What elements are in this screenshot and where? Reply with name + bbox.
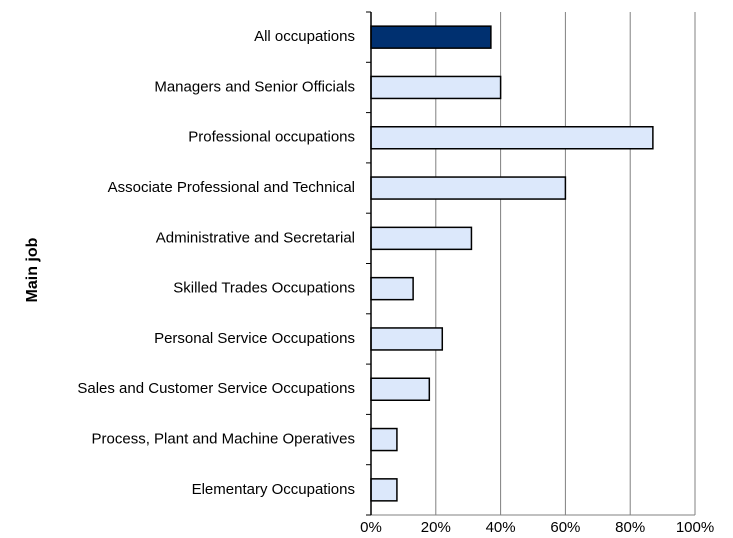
x-tick-label: 80% xyxy=(615,519,645,536)
bar xyxy=(370,327,444,351)
bar xyxy=(370,276,414,301)
y-axis-label: Main job xyxy=(24,237,41,302)
x-tick-label: 20% xyxy=(421,519,451,536)
bar xyxy=(370,126,654,150)
bar xyxy=(370,176,567,200)
y-tick-label: Managers and Senior Officials xyxy=(154,78,355,95)
bar xyxy=(370,226,473,251)
x-tick-label: 0% xyxy=(360,519,382,536)
bar xyxy=(370,427,398,452)
bar xyxy=(370,377,431,401)
y-tick-label: Professional occupations xyxy=(188,129,355,146)
y-tick-label: Elementary Occupations xyxy=(192,481,355,498)
bar xyxy=(370,75,502,100)
x-tick-label: 60% xyxy=(550,519,580,536)
y-tick-label: Sales and Customer Service Occupations xyxy=(77,380,355,397)
y-tick-label: All occupations xyxy=(254,28,355,45)
bar xyxy=(370,25,492,49)
y-tick-label: Administrative and Secretarial xyxy=(156,229,355,246)
y-tick-label: Skilled Trades Occupations xyxy=(173,280,355,297)
y-tick-label: Personal Service Occupations xyxy=(154,330,355,347)
y-tick-label: Process, Plant and Machine Operatives xyxy=(92,431,355,448)
bar xyxy=(370,478,398,502)
x-tick-label: 40% xyxy=(486,519,516,536)
y-tick-label: Associate Professional and Technical xyxy=(108,179,355,196)
x-tick-label: 100% xyxy=(676,519,714,536)
